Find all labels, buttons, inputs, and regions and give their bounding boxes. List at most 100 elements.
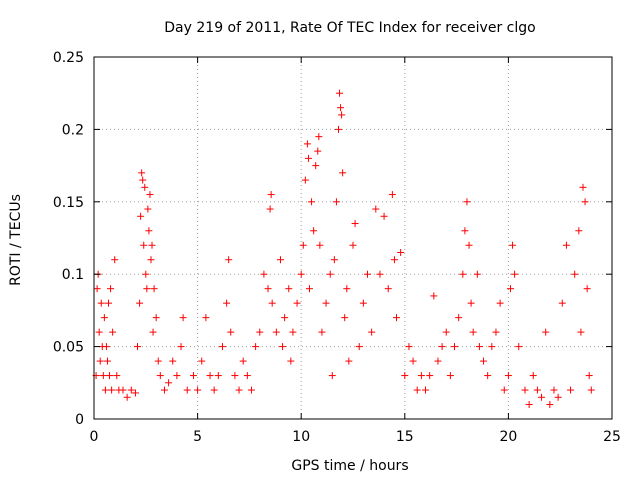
data-point [131,389,139,397]
data-point [140,241,148,249]
data-point [103,357,111,365]
data-point [137,212,145,220]
data-point [264,285,272,293]
data-point [314,147,322,155]
data-point [227,328,235,336]
x-tick-label: 5 [193,429,202,445]
data-point [585,372,593,380]
data-point [332,198,340,206]
data-point [405,343,413,351]
data-point [463,198,471,206]
data-point [567,386,575,394]
data-point [337,104,345,112]
data-point [533,386,541,394]
data-point [100,314,108,322]
data-point [169,357,177,365]
data-point [179,314,187,322]
x-tick-label: 0 [90,429,99,445]
axis-ticks: 0 5 10 15 20 25 0 0.05 0.1 0.15 0.2 0.25 [53,50,621,445]
data-point [384,285,392,293]
data-point [393,314,401,322]
data-point [198,357,206,365]
data-points [92,89,595,409]
data-point [554,393,562,401]
data-point [308,198,316,206]
data-point [417,372,425,380]
data-point [225,256,233,264]
x-axis-label: GPS time / hours [291,458,408,474]
data-point [102,343,110,351]
grid-lines [94,57,612,419]
data-point [469,328,477,336]
data-point [119,386,127,394]
data-point [156,372,164,380]
data-point [339,169,347,177]
data-point [287,357,295,365]
data-point [446,372,454,380]
data-point [272,328,280,336]
data-point [141,183,149,191]
data-point [525,401,533,409]
data-point [558,299,566,307]
data-point [105,299,113,307]
y-tick-label: 0.15 [53,195,84,211]
data-point [438,343,446,351]
data-point [372,205,380,213]
y-tick-label: 0.25 [53,50,84,66]
data-point [492,328,500,336]
data-point [546,401,554,409]
data-point [256,328,264,336]
data-point [305,285,313,293]
data-point [380,212,388,220]
data-point [113,372,121,380]
data-point [318,328,326,336]
data-point [96,357,104,365]
data-point [349,241,357,249]
data-point [139,176,147,184]
data-point [247,386,255,394]
data-point [577,328,585,336]
data-point [390,256,398,264]
data-point [106,372,114,380]
data-point [189,372,197,380]
data-point [231,372,239,380]
data-point [310,227,318,235]
x-tick-label: 20 [499,429,517,445]
data-point [150,285,158,293]
data-point [173,372,181,380]
data-point [426,372,434,380]
data-point [328,372,336,380]
data-point [521,386,529,394]
data-point [397,248,405,256]
data-point [143,285,151,293]
data-point [177,343,185,351]
data-point [147,256,155,264]
data-point [575,227,583,235]
data-point [206,372,214,380]
data-point [268,299,276,307]
data-point [355,343,363,351]
data-point [99,372,107,380]
data-point [142,270,150,278]
data-point [108,386,116,394]
data-point [336,89,344,97]
data-point [542,328,550,336]
x-tick-label: 25 [603,429,621,445]
data-point [144,205,152,213]
data-point [467,299,475,307]
data-point [136,299,144,307]
data-point [451,343,459,351]
data-point [154,357,162,365]
data-point [334,125,342,133]
data-point [343,285,351,293]
data-point [506,285,514,293]
data-point [473,270,481,278]
data-point [160,386,168,394]
data-point [304,154,312,162]
data-point [368,328,376,336]
data-point [252,343,260,351]
data-point [326,270,334,278]
data-point [303,140,311,148]
data-point [210,386,218,394]
